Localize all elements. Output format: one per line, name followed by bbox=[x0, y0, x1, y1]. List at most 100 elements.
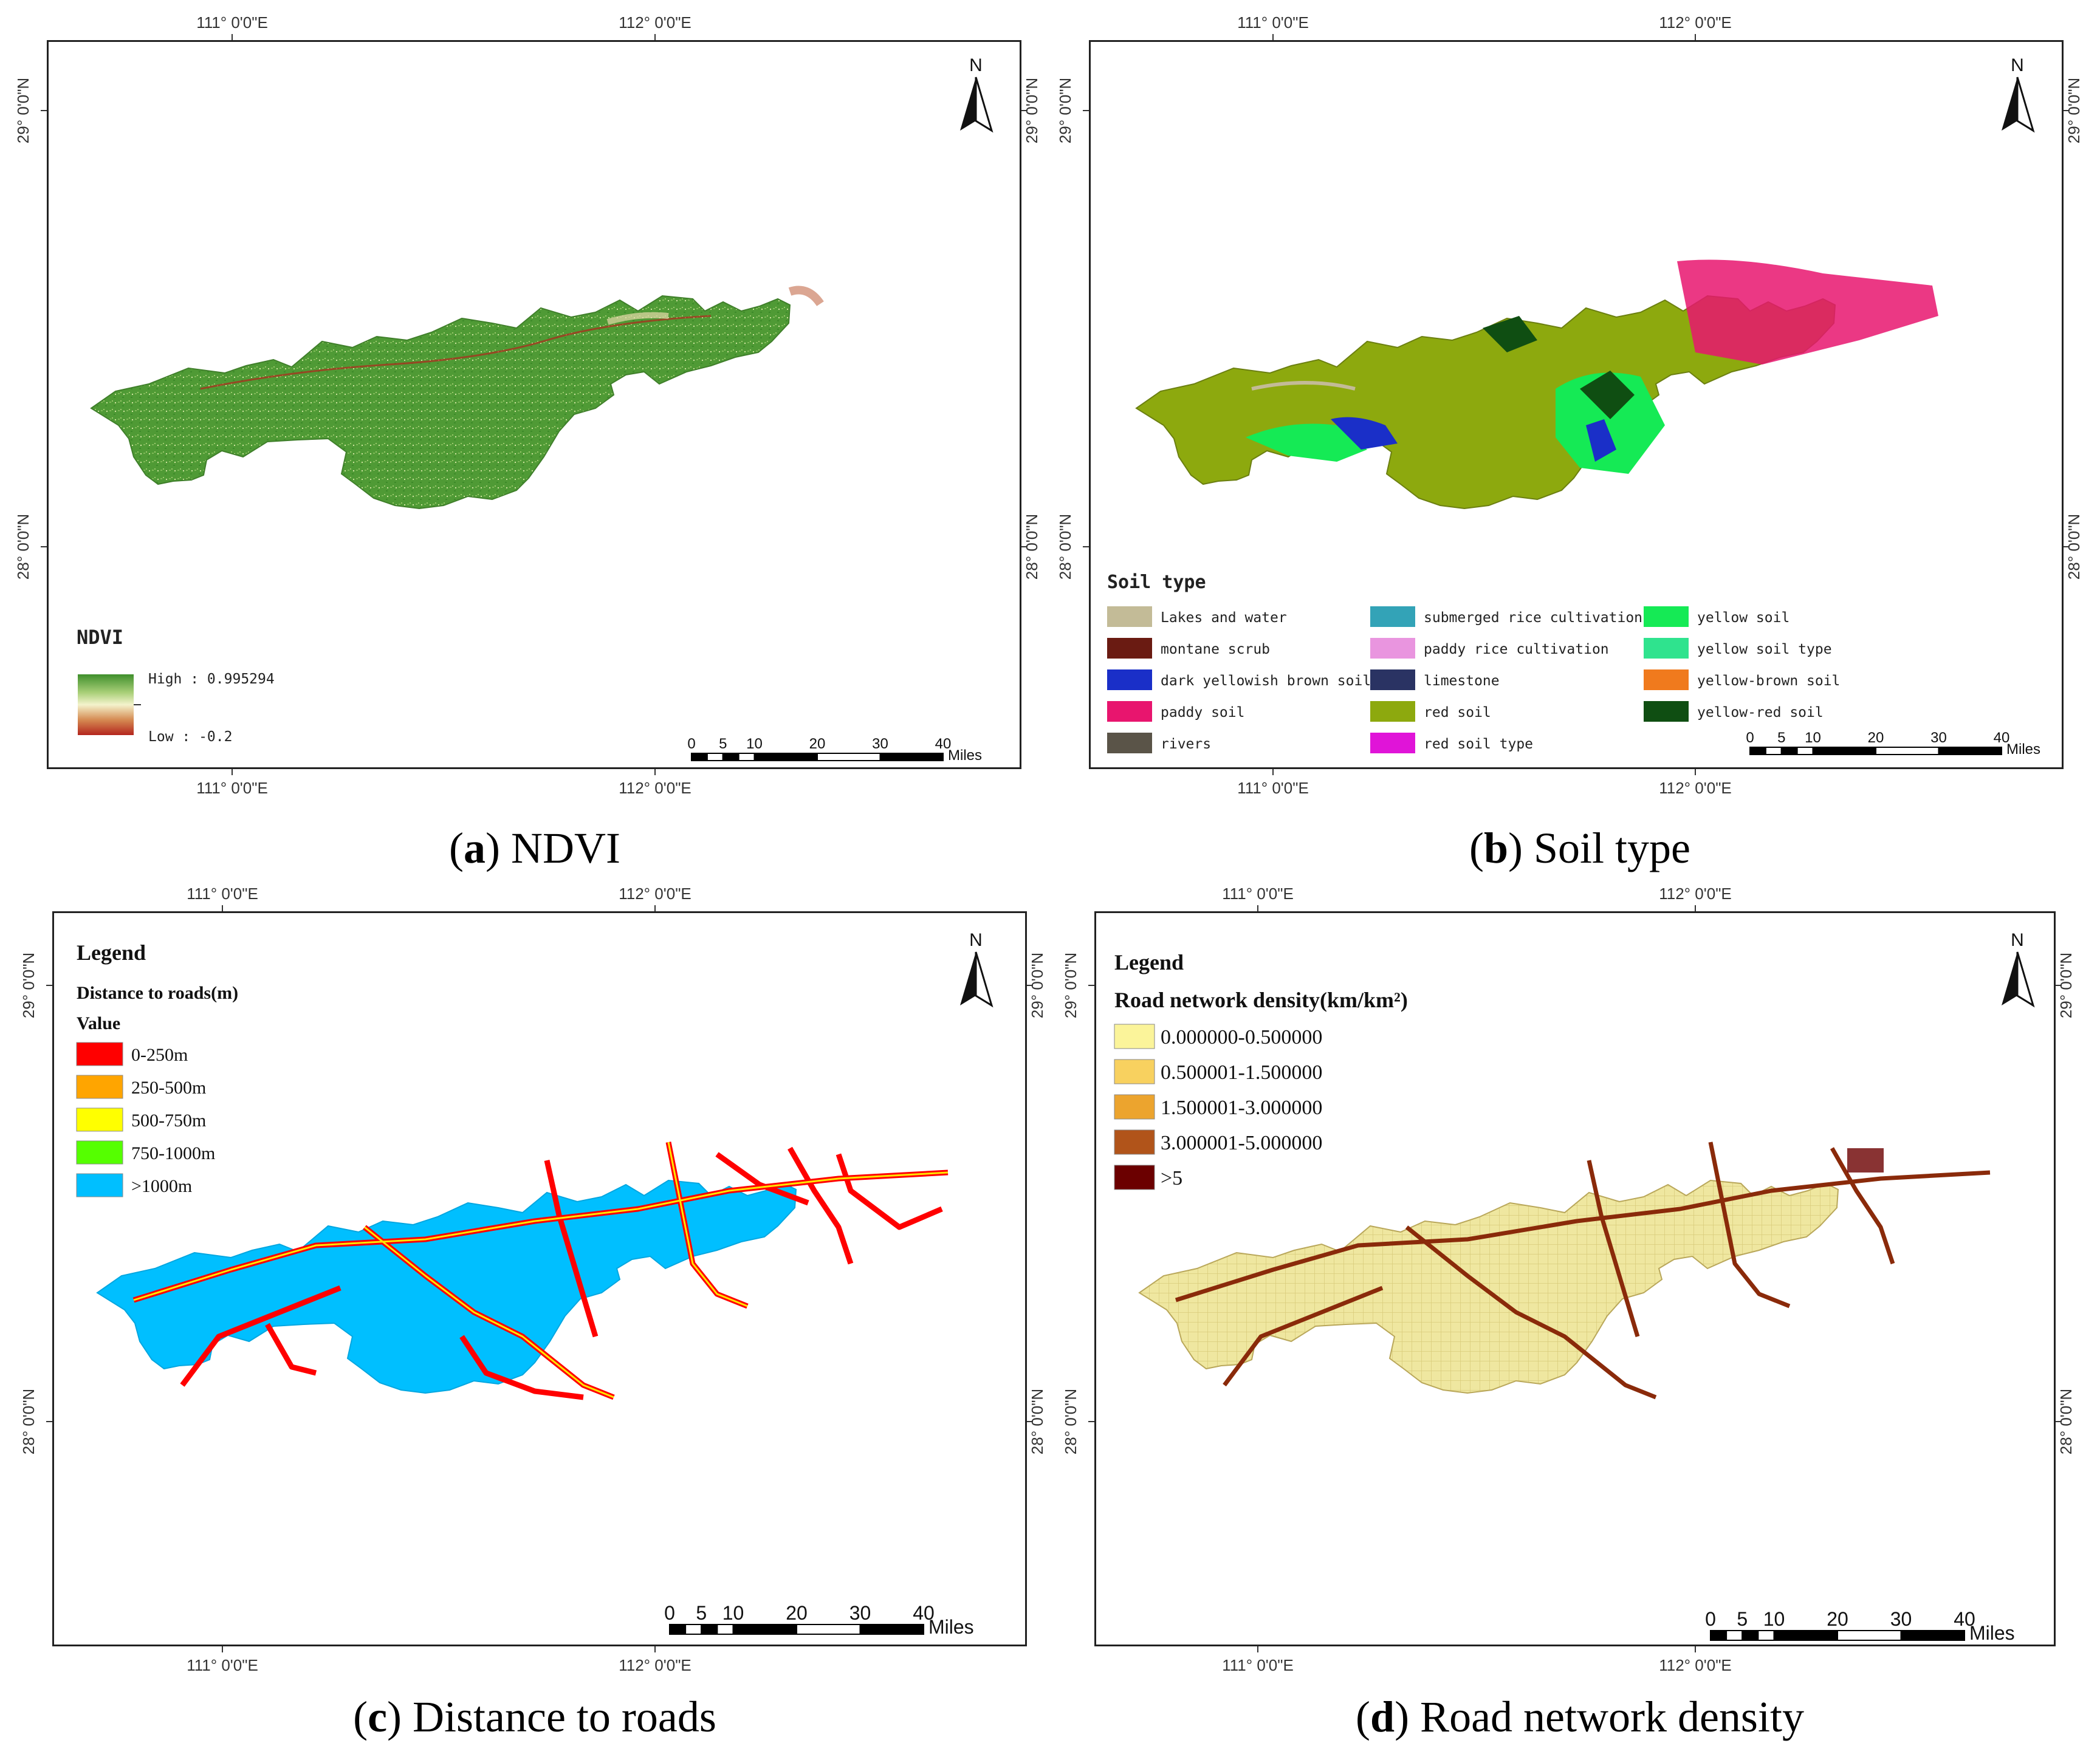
scale-bar-segment bbox=[691, 753, 708, 761]
panel-d-legend: Legend Road network density(km/km²) 0.00… bbox=[1114, 950, 1408, 1190]
roads-legend-swatch bbox=[76, 1075, 123, 1099]
density-legend-swatch bbox=[1114, 1165, 1155, 1190]
scale-bar-segment bbox=[732, 1624, 797, 1635]
soil-legend-swatch bbox=[1107, 733, 1152, 753]
scale-bar-tick-label: 30 bbox=[1890, 1608, 1912, 1630]
north-label: N bbox=[2011, 930, 2024, 950]
scale-bar-tick-label: 5 bbox=[1777, 730, 1785, 746]
roads-legend-value-label: Value bbox=[77, 1013, 120, 1033]
scale-bar-segment bbox=[669, 1624, 687, 1635]
scale-bar-segment bbox=[1780, 747, 1798, 755]
scale-bar-segment bbox=[796, 1624, 861, 1635]
soil-legend-label: Lakes and water bbox=[1161, 610, 1287, 626]
density-legend-swatch bbox=[1114, 1024, 1155, 1049]
lon-label-top: 111° 0'0"E bbox=[196, 13, 268, 32]
scale-bar-tick-label: 0 bbox=[1746, 730, 1754, 746]
lat-label-left: 29° 0'0"N bbox=[1062, 953, 1080, 1018]
scale-bar-segment bbox=[1741, 1630, 1759, 1641]
soil-legend-label: yellow-red soil bbox=[1697, 705, 1824, 721]
caption-a: (a) NDVI bbox=[449, 824, 620, 872]
ndvi-color-ramp bbox=[78, 674, 134, 735]
density-legend-subtitle: Road network density(km/km²) bbox=[1114, 988, 1408, 1012]
soil-legend-swatch bbox=[1370, 638, 1415, 659]
north-arrow-icon bbox=[2016, 951, 2035, 1008]
caption-d: (d) Road network density bbox=[1356, 1693, 1804, 1741]
lat-label-right: 28° 0'0"N bbox=[1028, 1389, 1046, 1454]
scale-bar-segment bbox=[753, 753, 818, 761]
soil-legend-swatch bbox=[1370, 669, 1415, 690]
panel-c-legend: Legend Distance to roads(m) Value 0-250m… bbox=[76, 940, 238, 1197]
soil-legend-label: submerged rice cultivation bbox=[1424, 610, 1642, 626]
scale-bar-segment bbox=[706, 753, 724, 761]
soil-legend-label: limestone bbox=[1424, 673, 1500, 689]
scale-bar-tick-label: 20 bbox=[1827, 1608, 1848, 1630]
lon-label-bottom: 112° 0'0"E bbox=[1659, 779, 1732, 797]
lon-label-top: 112° 0'0"E bbox=[1659, 885, 1732, 903]
lat-label-left: 29° 0'0"N bbox=[14, 78, 32, 143]
north-arrow-icon bbox=[2016, 77, 2035, 133]
ndvi-legend-title: NDVI bbox=[77, 626, 123, 649]
soil-legend-label: rivers bbox=[1161, 736, 1211, 752]
lon-label-top: 112° 0'0"E bbox=[1659, 13, 1732, 32]
scale-bar-unit: Miles bbox=[2006, 741, 2040, 758]
north-arrows: N N N N bbox=[960, 55, 2035, 1008]
panel-c-roads-map bbox=[97, 1142, 949, 1400]
scale-bar-tick-label: 10 bbox=[746, 736, 763, 752]
panel-a-ndvi-map bbox=[91, 286, 824, 509]
scale-bar-tick-label: 5 bbox=[719, 736, 727, 752]
scale-bar-segment bbox=[1726, 1630, 1743, 1641]
lon-label-top: 112° 0'0"E bbox=[619, 13, 691, 32]
scale-bar-segment bbox=[1710, 1630, 1728, 1641]
scale-bar-tick-label: 10 bbox=[1805, 730, 1821, 746]
scale-bar-tick-label: 40 bbox=[935, 736, 952, 752]
lat-label-right: 29° 0'0"N bbox=[2057, 953, 2075, 1018]
caption-c: (c) Distance to roads bbox=[353, 1693, 716, 1741]
soil-legend-swatch bbox=[1370, 701, 1415, 722]
roads-legend-swatch bbox=[76, 1173, 123, 1197]
lon-label-top: 111° 0'0"E bbox=[1237, 13, 1309, 32]
lat-label-left: 29° 0'0"N bbox=[1056, 78, 1074, 143]
scale-bar-tick-label: 5 bbox=[1737, 1608, 1748, 1630]
lat-label-left: 28° 0'0"N bbox=[19, 1389, 38, 1454]
scale-bar-unit: Miles bbox=[928, 1616, 974, 1638]
scale-bar-unit: Miles bbox=[948, 747, 982, 764]
roads-legend-label: 0-250m bbox=[131, 1045, 188, 1065]
density-legend-label: >5 bbox=[1161, 1167, 1182, 1190]
soil-legend-label: montane scrub bbox=[1161, 642, 1270, 657]
roads-legend-swatch bbox=[76, 1107, 123, 1132]
caption-b: (b) Soil type bbox=[1469, 824, 1691, 872]
scale-bar-tick-label: 30 bbox=[1930, 730, 1947, 746]
lon-label-bottom: 111° 0'0"E bbox=[196, 779, 268, 797]
scale-bar-tick-label: 40 bbox=[1994, 730, 2010, 746]
north-arrow-icon bbox=[2002, 77, 2017, 131]
roads-legend-label: 750-1000m bbox=[131, 1143, 215, 1163]
scale-bar-unit: Miles bbox=[1969, 1622, 2015, 1644]
soil-legend-swatch bbox=[1107, 701, 1152, 722]
scale-bar-tick-label: 5 bbox=[696, 1602, 707, 1624]
scale-bar-tick-label: 30 bbox=[872, 736, 888, 752]
scale-bar-segment bbox=[859, 1624, 924, 1635]
scale-bar-tick-label: 40 bbox=[913, 1602, 935, 1624]
roads-legend-subtitle: Distance to roads(m) bbox=[77, 983, 238, 1003]
soil-legend-label: paddy soil bbox=[1161, 705, 1244, 721]
scale-bar-segment bbox=[1773, 1630, 1838, 1641]
scale-bar-segment bbox=[738, 753, 755, 761]
scale-bar-segment bbox=[701, 1624, 718, 1635]
scale-bar-segment bbox=[1812, 747, 1876, 755]
north-label: N bbox=[969, 930, 983, 950]
roads-legend-label: >1000m bbox=[131, 1176, 192, 1196]
lat-label-left: 29° 0'0"N bbox=[19, 953, 38, 1018]
panel-a-legend: NDVI High : 0.995294 Low : -0.2 bbox=[77, 626, 275, 745]
scale-bar-segment bbox=[817, 753, 881, 761]
scale-bar-tick-label: 20 bbox=[1868, 730, 1884, 746]
north-arrow-icon bbox=[975, 77, 993, 133]
north-arrow-icon bbox=[2002, 952, 2017, 1005]
north-label: N bbox=[2011, 55, 2024, 75]
density-legend-label: 3.000001-5.000000 bbox=[1161, 1132, 1322, 1154]
scale-bar-segment bbox=[1749, 747, 1766, 755]
lat-label-right: 29° 0'0"N bbox=[1023, 78, 1041, 143]
scale-bar-segment bbox=[1938, 747, 2002, 755]
scale-bar-segment bbox=[1757, 1630, 1775, 1641]
